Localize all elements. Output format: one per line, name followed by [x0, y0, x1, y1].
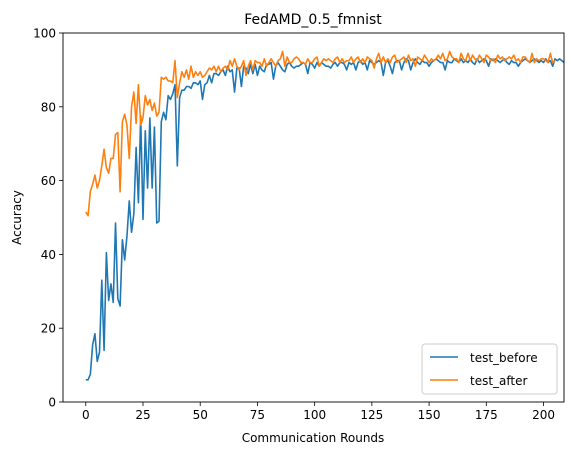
y-tick-label: 40: [41, 248, 56, 262]
x-tick-label: 0: [82, 408, 90, 422]
x-tick-label: 200: [532, 408, 555, 422]
x-tick-label: 175: [475, 408, 498, 422]
y-tick-label: 80: [41, 100, 56, 114]
plot-area: [85, 50, 565, 381]
legend-label-test-before: test_before: [470, 351, 538, 365]
y-tick-label: 20: [41, 322, 56, 336]
y-axis-ticks: 0 20 40 60 80 100: [33, 27, 63, 410]
x-axis-label: Communication Rounds: [242, 431, 385, 445]
series-line-test-before: [85, 58, 565, 381]
plot-frame: [62, 32, 565, 403]
chart-title: FedAMD_0.5_fmnist: [244, 12, 382, 28]
x-tick-label: 100: [303, 408, 326, 422]
x-tick-label: 150: [418, 408, 441, 422]
y-tick-label: 60: [41, 174, 56, 188]
x-tick-label: 125: [360, 408, 383, 422]
x-tick-label: 75: [250, 408, 265, 422]
legend-label-test-after: test_after: [470, 374, 528, 388]
x-axis-ticks: 0 25 50 75 100 125 150 175 200: [82, 402, 555, 422]
legend: test_before test_after: [421, 343, 558, 395]
y-tick-label: 100: [33, 27, 56, 41]
x-tick-label: 50: [193, 408, 208, 422]
series-line-test-after: [85, 50, 556, 217]
y-axis-label: Accuracy: [10, 190, 24, 245]
y-tick-label: 0: [48, 396, 56, 410]
x-tick-label: 25: [135, 408, 150, 422]
